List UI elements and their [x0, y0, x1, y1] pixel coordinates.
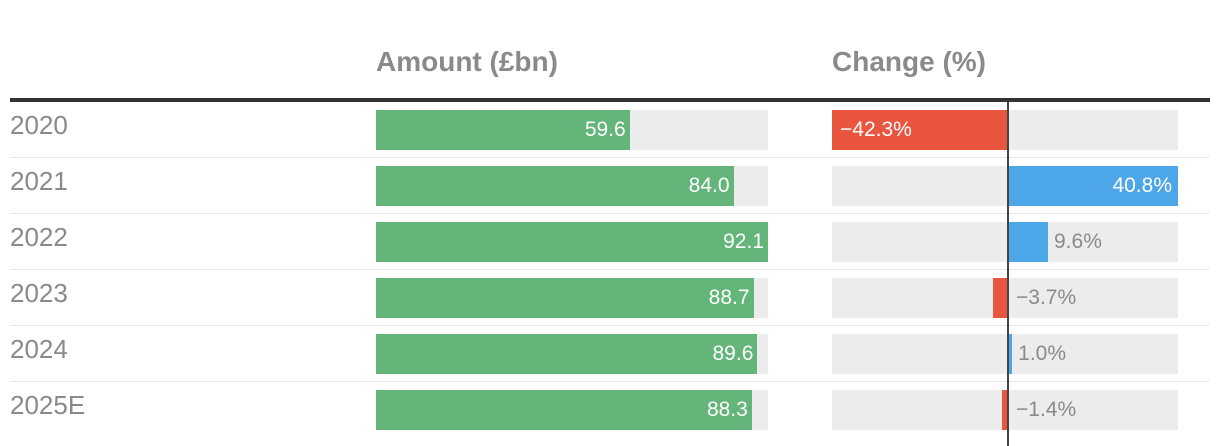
amount-bar [376, 390, 752, 430]
change-track [832, 334, 1178, 374]
change-bar [832, 110, 1008, 150]
change-value-label: 9.6% [1054, 230, 1102, 253]
table-row: 2025E 88.3 −1.4% [10, 382, 1210, 438]
year-label: 2020 [10, 110, 68, 140]
table-row: 2024 89.6 1.0% [10, 326, 1210, 382]
change-column-header: Change (%) [832, 46, 986, 77]
year-label: 2023 [10, 278, 68, 308]
amount-column-header: Amount (£bn) [376, 46, 558, 77]
change-zero-line [1007, 102, 1009, 446]
amount-value-label: 89.6 [712, 342, 754, 365]
change-bar [1008, 222, 1048, 262]
change-bar [1008, 334, 1013, 374]
change-value-label: −3.7% [1016, 286, 1077, 309]
change-value-label: −1.4% [1016, 398, 1077, 421]
change-track [832, 222, 1178, 262]
year-label: 2021 [10, 166, 68, 196]
amount-value-label: 84.0 [688, 174, 730, 197]
table-row: 2022 92.1 9.6% [10, 214, 1210, 270]
change-value-label: −42.3% [840, 118, 912, 141]
amount-value-label: 59.6 [584, 118, 626, 141]
amount-value-label: 88.7 [708, 286, 750, 309]
amount-bar [376, 222, 768, 262]
row-divider [10, 381, 1210, 382]
amount-bar [376, 166, 734, 206]
change-value-label: 1.0% [1018, 342, 1067, 365]
year-label: 2025E [10, 390, 86, 420]
year-label: 2022 [10, 222, 68, 252]
table-row: 2021 84.0 40.8% [10, 158, 1210, 214]
amount-value-label: 92.1 [723, 230, 764, 253]
change-bar [992, 278, 1008, 318]
row-divider [10, 157, 1210, 158]
amount-value-label: 88.3 [706, 398, 748, 421]
header-rule [10, 98, 1210, 102]
table-row: 2023 88.7 −3.7% [10, 270, 1210, 326]
amount-bar [376, 334, 758, 374]
amount-bar [376, 110, 630, 150]
row-divider [10, 325, 1210, 326]
change-bar [1008, 166, 1178, 206]
change-value-label: 40.8% [1112, 174, 1172, 197]
row-divider [10, 269, 1210, 270]
row-divider [10, 213, 1210, 214]
change-bar [1002, 390, 1008, 430]
year-label: 2024 [10, 334, 68, 364]
table-row: 2020 59.6 −42.3% [10, 102, 1210, 158]
amount-bar [376, 278, 754, 318]
